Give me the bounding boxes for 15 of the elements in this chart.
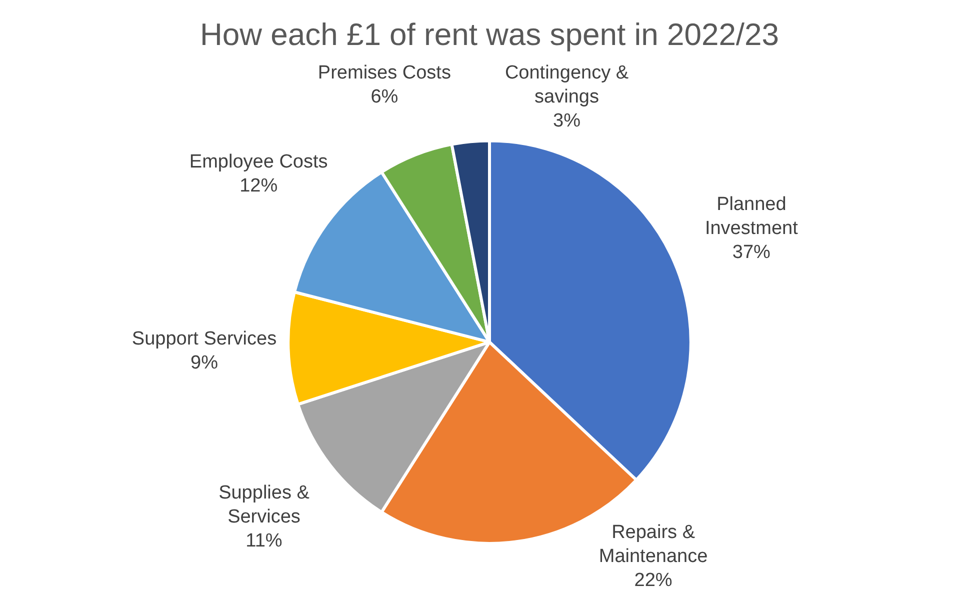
slice-label: Support Services xyxy=(132,328,277,350)
data-label: 11% xyxy=(246,530,282,552)
data-label: 9% xyxy=(190,352,218,374)
slice-label: Planned Investment xyxy=(704,194,799,239)
slice-label: Repairs & Maintenance xyxy=(598,522,708,568)
data-label: 22% xyxy=(634,570,672,592)
chart-title: How each £1 of rent was spent in 2022/23 xyxy=(200,17,780,52)
data-label: 3% xyxy=(553,110,581,132)
slice-label: Premises Costs xyxy=(318,62,451,84)
slice-label: Employee Costs xyxy=(189,152,328,173)
data-label: 12% xyxy=(240,176,278,197)
slice-label: Supplies & Services xyxy=(218,482,310,528)
slice-label: Contingency & savings xyxy=(504,62,629,108)
data-label: 37% xyxy=(732,242,771,263)
data-label: 6% xyxy=(370,86,398,108)
